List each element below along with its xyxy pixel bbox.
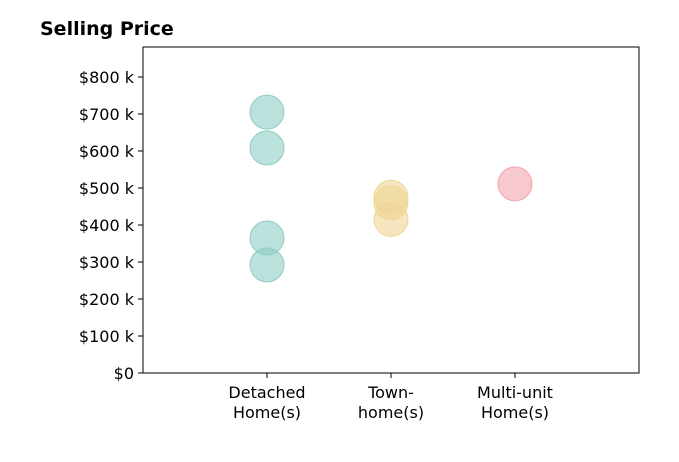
y-tick-label: $200 k — [79, 290, 135, 309]
x-tick-label: Detached Home(s) — [228, 383, 305, 422]
y-tick-label: $300 k — [79, 253, 135, 272]
point — [497, 166, 533, 202]
y-tick-label: $100 k — [79, 327, 135, 346]
y-tick-label: $700 k — [79, 105, 135, 124]
x-tick-label: Multi-unit Home(s) — [477, 383, 553, 422]
point — [249, 130, 285, 166]
y-tick-label: $800 k — [79, 68, 135, 87]
chart-title: Selling Price — [40, 18, 174, 40]
point — [373, 201, 409, 237]
point — [249, 94, 285, 130]
point — [249, 247, 285, 283]
y-tick-label: $600 k — [79, 142, 135, 161]
y-tick-label: $0 — [114, 364, 134, 383]
y-tick-label: $400 k — [79, 216, 135, 235]
x-tick-label: Town-home(s) — [358, 383, 424, 422]
y-tick-label: $500 k — [79, 179, 135, 198]
